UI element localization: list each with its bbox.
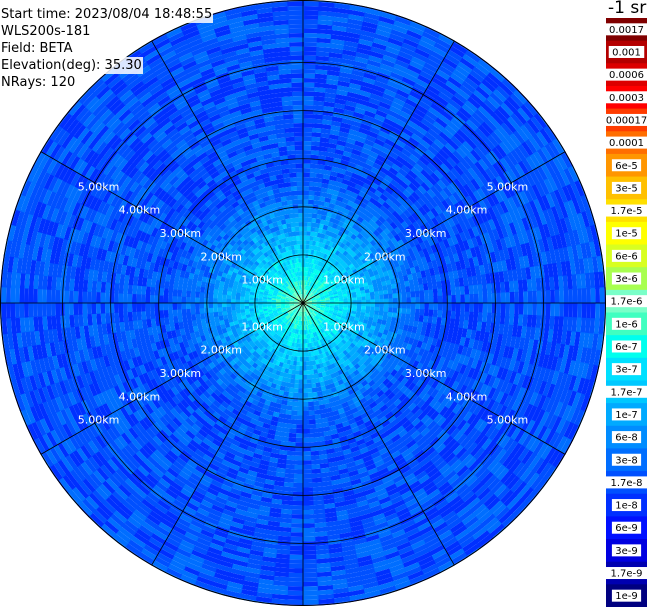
colorbar-step: 3e-8 <box>606 448 647 472</box>
range-label: 2.00km <box>364 250 406 263</box>
colorbar-step: 0.0017 <box>606 18 647 42</box>
range-labels: 1.00km 1.00km 1.00km 1.00km 2.00km 2.00km 2.00… <box>78 180 528 426</box>
range-label: 5.00km <box>78 180 120 193</box>
colorbar-step: 1e-7 <box>606 403 647 427</box>
colorbar-step: 1e-6 <box>606 312 647 336</box>
colorbar-label: 3e-8 <box>615 455 638 466</box>
azimuth-spoke <box>302 40 455 304</box>
range-label: 3.00km <box>405 227 447 240</box>
colorbar-step: 3e-7 <box>606 357 647 381</box>
colorbar-step: 1.7e-7 <box>606 380 647 404</box>
colorbar-step: 6e-8 <box>606 425 647 449</box>
colorbar-label: 1e-6 <box>615 319 638 330</box>
colorbar-step: 3e-9 <box>606 539 647 563</box>
colorbar-step: 1.7e-8 <box>606 471 647 495</box>
colorbar: 0.0017 0.001 0.0006 0.0003 0.00017 0.0001 6e-5… <box>606 18 647 607</box>
colorbar-step: 0.0006 <box>606 63 647 87</box>
range-label: 3.00km <box>405 367 447 380</box>
colorbar-step: 6e-5 <box>606 153 647 178</box>
range-label: 3.00km <box>160 367 202 380</box>
colorbar-step: 0.00017 <box>606 108 647 132</box>
azimuth-spoke <box>40 302 304 455</box>
colorbar-label: 1e-5 <box>615 229 638 240</box>
range-label: 4.00km <box>446 204 488 217</box>
colorbar-label: 1e-8 <box>615 501 638 512</box>
range-label: 4.00km <box>119 204 161 217</box>
colorbar-step: 1e-5 <box>606 221 647 246</box>
colorbar-label: 0.0003 <box>609 93 644 104</box>
colorbar-step: 1e-8 <box>606 493 647 517</box>
colorbar-step: 1.7e-6 <box>606 289 647 313</box>
colorbar-unit: -1 sr <box>608 0 647 18</box>
colorbar-label: 0.0006 <box>609 70 644 81</box>
range-label: 1.00km <box>323 274 365 287</box>
azimuth-spoke <box>151 302 304 566</box>
azimuth-spoke <box>302 302 566 455</box>
scan-info: Start time: 2023/08/04 18:48:55 WLS200s-… <box>0 6 214 91</box>
colorbar-label: 1.7e-7 <box>610 387 642 398</box>
start-time-label: Start time: 2023/08/04 18:48:55 <box>0 6 214 23</box>
range-label: 5.00km <box>487 414 529 427</box>
reflectivity-cells <box>0 0 606 606</box>
colorbar-label: 6e-9 <box>615 523 638 534</box>
range-label: 1.00km <box>241 274 283 287</box>
device-label: WLS200s-181 <box>0 23 92 40</box>
colorbar-step: 0.0003 <box>606 85 647 110</box>
nrays-label: NRays: 120 <box>0 74 77 91</box>
colorbar-step: 6e-7 <box>606 335 647 359</box>
range-label: 2.00km <box>364 344 406 357</box>
colorbar-step: 1e-9 <box>606 584 647 607</box>
colorbar-label: 1e-7 <box>615 410 638 421</box>
colorbar-step: 0.001 <box>606 40 647 64</box>
colorbar-label: 0.0001 <box>609 138 644 149</box>
range-label: 3.00km <box>160 227 202 240</box>
azimuth-spoke <box>302 151 566 304</box>
colorbar-label: 1e-9 <box>615 591 638 602</box>
field-label: Field: BETA <box>0 40 74 57</box>
colorbar-step: 3e-6 <box>606 267 647 291</box>
range-label: 4.00km <box>119 390 161 403</box>
colorbar-step: 1.7e-9 <box>606 561 647 585</box>
colorbar-step: 0.0001 <box>606 131 647 155</box>
colorbar-step: 1.7e-5 <box>606 199 647 223</box>
azimuth-spoke <box>302 302 455 566</box>
colorbar-label: 1.7e-5 <box>610 206 642 217</box>
colorbar-step: 3e-5 <box>606 176 647 200</box>
colorbar-label: 1.7e-9 <box>610 569 642 580</box>
colorbar-label: 1.7e-6 <box>610 297 642 308</box>
colorbar-label: 3e-6 <box>615 274 638 285</box>
elevation-label: Elevation(deg): 35.30 <box>0 57 143 74</box>
colorbar-label: 6e-7 <box>615 342 638 353</box>
colorbar-label: 0.00017 <box>606 115 647 126</box>
colorbar-label: 3e-5 <box>615 183 638 194</box>
range-label: 5.00km <box>487 180 529 193</box>
azimuth-spoke <box>40 151 304 304</box>
colorbar-label: 0.001 <box>612 47 641 58</box>
colorbar-label: 6e-8 <box>615 433 638 444</box>
range-label: 5.00km <box>78 414 120 427</box>
colorbar-label: 6e-6 <box>615 251 638 262</box>
colorbar-label: 3e-7 <box>615 365 638 376</box>
range-label: 1.00km <box>241 320 283 333</box>
azimuth-spoke <box>151 40 304 304</box>
colorbar-label: 3e-9 <box>615 546 638 557</box>
colorbar-label: 6e-5 <box>615 161 638 172</box>
ppi-plot: 1.00km 1.00km 1.00km 1.00km 2.00km 2.00km 2.00… <box>0 0 606 606</box>
range-grid <box>0 0 606 606</box>
range-label: 2.00km <box>200 344 242 357</box>
range-label: 4.00km <box>446 390 488 403</box>
colorbar-label: 1.7e-8 <box>610 478 642 489</box>
range-label: 2.00km <box>200 250 242 263</box>
colorbar-step: 6e-6 <box>606 244 647 268</box>
colorbar-step: 6e-9 <box>606 516 647 540</box>
colorbar-label: 0.0017 <box>609 25 644 36</box>
range-label: 1.00km <box>323 320 365 333</box>
